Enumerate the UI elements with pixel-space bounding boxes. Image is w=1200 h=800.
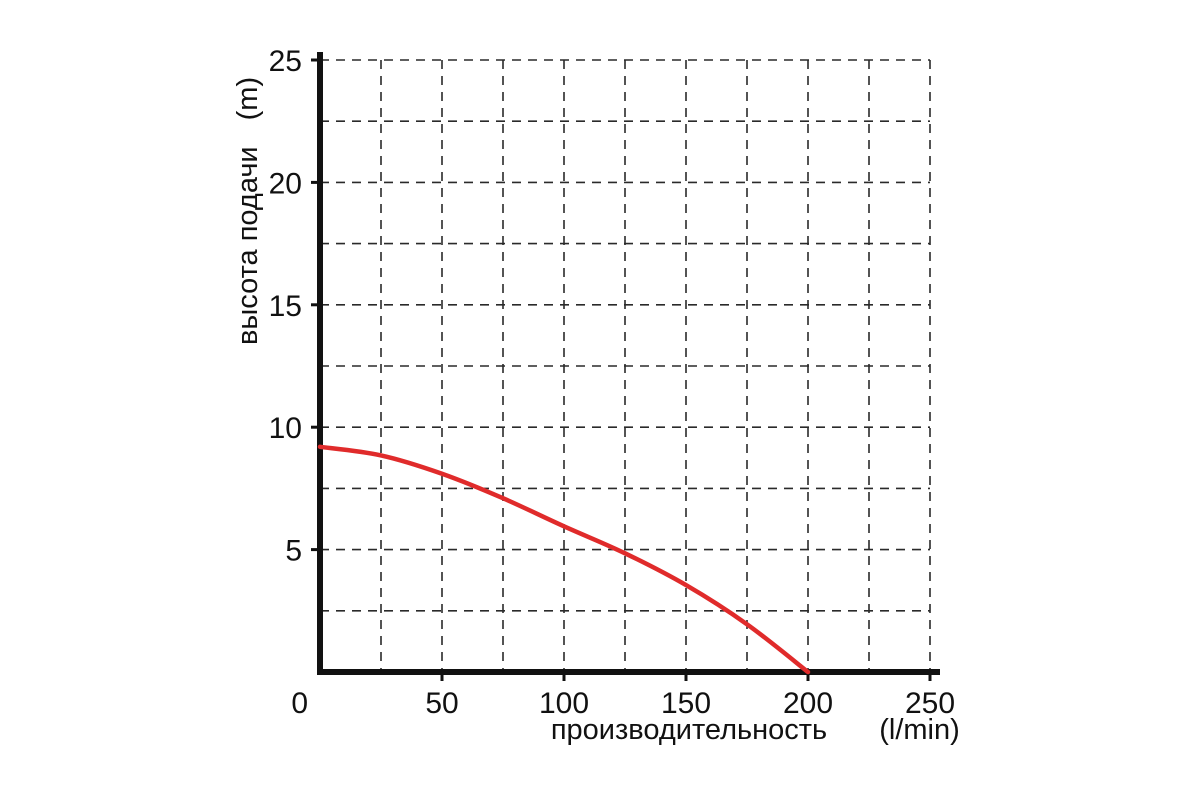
- x-tick-label: 0: [291, 687, 308, 720]
- y-tick-label: 25: [269, 45, 302, 78]
- y-tick-label: 10: [269, 412, 302, 445]
- x-tick-label: 200: [783, 687, 833, 720]
- x-tick-label: 250: [905, 687, 955, 720]
- pump-performance-curve: [317, 444, 811, 675]
- x-tick-label: 100: [539, 687, 589, 720]
- x-axis-label-text: производительность: [550, 714, 828, 746]
- y-axis-title: высота подачи (m): [232, 77, 265, 345]
- y-axis-unit-text: (m): [232, 76, 264, 121]
- y-tick-label: 20: [269, 167, 302, 200]
- y-tick-label: 15: [269, 290, 302, 323]
- x-axis-unit-text: (l/min): [879, 714, 960, 746]
- y-tick-label: 5: [285, 535, 302, 568]
- x-axis-unit: (l/min): [872, 714, 967, 747]
- x-tick-label: 50: [425, 687, 458, 720]
- x-axis-title: производительность: [543, 714, 835, 747]
- x-tick-label: 150: [661, 687, 711, 720]
- y-axis-label-text: высота подачи: [232, 146, 264, 345]
